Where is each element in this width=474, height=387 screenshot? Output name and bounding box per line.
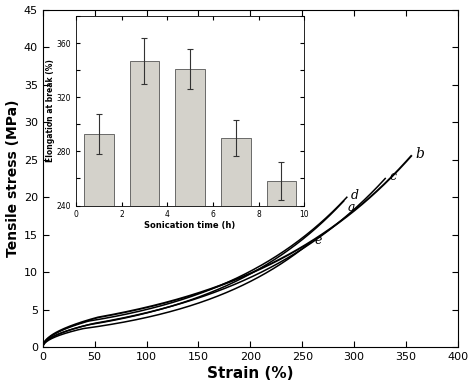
Text: e: e [315, 233, 322, 247]
Text: d: d [351, 188, 359, 202]
Y-axis label: Tensile stress (MPa): Tensile stress (MPa) [6, 100, 19, 257]
X-axis label: Strain (%): Strain (%) [207, 366, 293, 382]
Text: b: b [415, 147, 424, 161]
Text: c: c [389, 170, 396, 183]
Text: a: a [348, 200, 356, 214]
